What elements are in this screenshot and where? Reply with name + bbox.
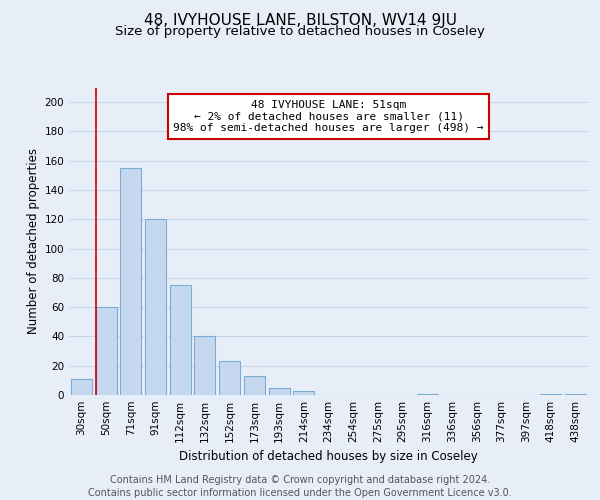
Bar	[219, 362, 240, 395]
Bar	[565, 394, 586, 395]
Bar	[145, 220, 166, 395]
Bar	[541, 394, 562, 395]
Bar	[71, 379, 92, 395]
Text: Size of property relative to detached houses in Coseley: Size of property relative to detached ho…	[115, 25, 485, 38]
Text: Contains HM Land Registry data © Crown copyright and database right 2024.: Contains HM Land Registry data © Crown c…	[110, 475, 490, 485]
Bar	[170, 285, 191, 395]
Bar	[417, 394, 438, 395]
Bar	[194, 336, 215, 395]
Bar	[269, 388, 290, 395]
Bar	[95, 307, 116, 395]
Y-axis label: Number of detached properties: Number of detached properties	[27, 148, 40, 334]
Bar	[293, 390, 314, 395]
Bar	[120, 168, 141, 395]
Text: Contains public sector information licensed under the Open Government Licence v3: Contains public sector information licen…	[88, 488, 512, 498]
X-axis label: Distribution of detached houses by size in Coseley: Distribution of detached houses by size …	[179, 450, 478, 464]
Text: 48, IVYHOUSE LANE, BILSTON, WV14 9JU: 48, IVYHOUSE LANE, BILSTON, WV14 9JU	[143, 12, 457, 28]
Bar	[244, 376, 265, 395]
Text: 48 IVYHOUSE LANE: 51sqm
← 2% of detached houses are smaller (11)
98% of semi-det: 48 IVYHOUSE LANE: 51sqm ← 2% of detached…	[173, 100, 484, 133]
